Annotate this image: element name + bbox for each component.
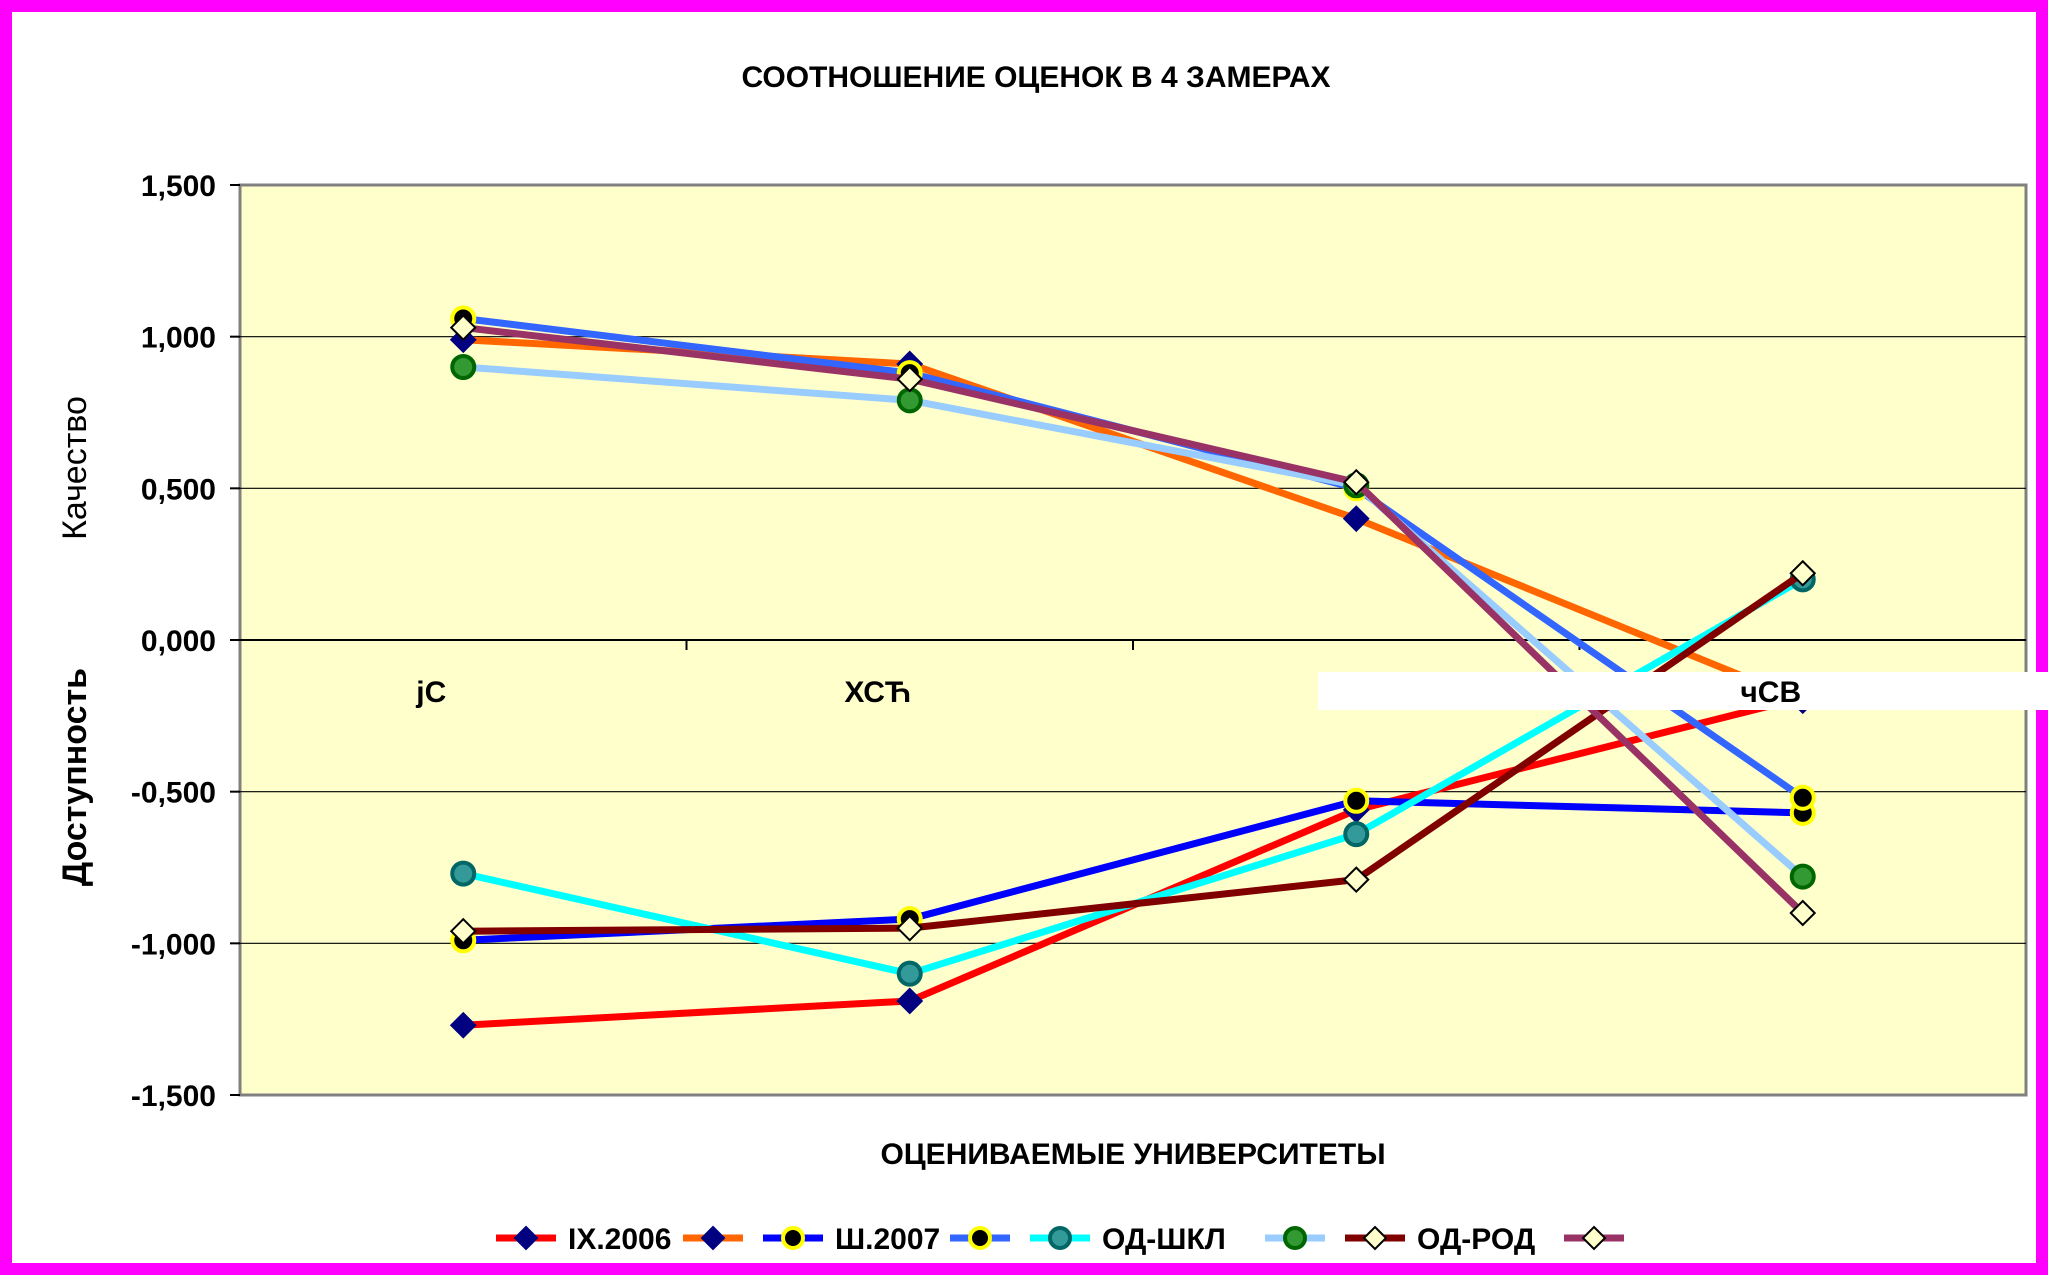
data-point — [1283, 1226, 1307, 1250]
chart-svg: СООТНОШЕНИЕ ОЦЕНОК В 4 ЗАМЕРАХ 1,500 1,00… — [56, 61, 2048, 1256]
data-point — [1048, 1226, 1072, 1250]
data-point — [450, 860, 477, 887]
data-point — [896, 914, 924, 942]
chart-title: СООТНОШЕНИЕ ОЦЕНОК В 4 ЗАМЕРАХ — [741, 61, 1330, 94]
y-tick-labels: 1,500 1,000 0,500 0,000 -0,500 -1,000 -1,500 — [131, 170, 216, 1113]
y-tick-label: 1,000 — [141, 322, 216, 355]
data-point — [1789, 863, 1816, 890]
x-category-label: чСВ — [1740, 676, 1801, 709]
data-point — [1342, 505, 1370, 533]
data-point — [896, 960, 923, 987]
legend-entry: ОД-ШКЛ — [1030, 1223, 1226, 1256]
legend-entry — [683, 1225, 743, 1251]
legend-label: Ш.2007 — [835, 1223, 940, 1256]
data-point — [1342, 468, 1370, 496]
y-tick-label: 0,500 — [141, 473, 216, 506]
legend-entry — [1564, 1225, 1624, 1251]
data-point — [1343, 821, 1370, 848]
data-point — [449, 1011, 477, 1039]
legend-entry — [950, 1226, 1010, 1250]
data-point — [449, 917, 477, 945]
data-point — [896, 365, 924, 393]
data-point — [896, 387, 923, 414]
legend-entry: IX.2006 — [496, 1223, 671, 1256]
data-point — [450, 354, 477, 380]
series — [449, 559, 1817, 945]
data-point — [968, 1226, 992, 1250]
x-category-label: jС — [415, 676, 446, 709]
category-label-box — [1318, 672, 2048, 710]
legend-label: ОД-ШКЛ — [1102, 1223, 1226, 1256]
y-tick-label: -1,000 — [131, 928, 216, 961]
data-point — [1789, 899, 1817, 927]
data-point — [700, 1225, 726, 1251]
y-tick-label: 1,500 — [141, 170, 216, 203]
y-axis-label-quality: Качество — [56, 396, 94, 540]
legend-entry: Ш.2007 — [763, 1223, 940, 1256]
y-tick-label: -0,500 — [131, 777, 216, 810]
y-axis-label-accessibility: Доступность — [56, 668, 94, 886]
y-tick-label: 0,000 — [141, 625, 216, 658]
x-category-label: ХСЋ — [844, 676, 911, 709]
data-point — [1343, 787, 1370, 814]
data-point — [1789, 559, 1817, 587]
series-line — [463, 570, 1805, 935]
legend-label: IX.2006 — [568, 1223, 671, 1256]
legend-label: ОД-РОД — [1417, 1223, 1535, 1256]
data-point — [1342, 866, 1370, 894]
data-point — [896, 987, 924, 1015]
data-point — [1581, 1225, 1607, 1251]
legend: IX.2006 Ш.2007 ОД-ШКЛ ОД-РОД — [496, 1223, 1624, 1256]
x-axis-label: ОЦЕНИВАЕМЫЕ УНИВЕРСИТЕТЫ — [880, 1138, 1385, 1171]
legend-entry — [1265, 1226, 1325, 1250]
data-point — [449, 314, 477, 341]
data-point — [1362, 1225, 1388, 1251]
data-point — [1789, 784, 1816, 811]
data-point — [781, 1226, 805, 1250]
legend-entry: ОД-РОД — [1345, 1223, 1535, 1256]
x-category-labels: jС ХСЋ чСВ — [415, 672, 2048, 710]
y-tick-label: -1,500 — [131, 1080, 216, 1113]
data-point — [513, 1225, 539, 1251]
